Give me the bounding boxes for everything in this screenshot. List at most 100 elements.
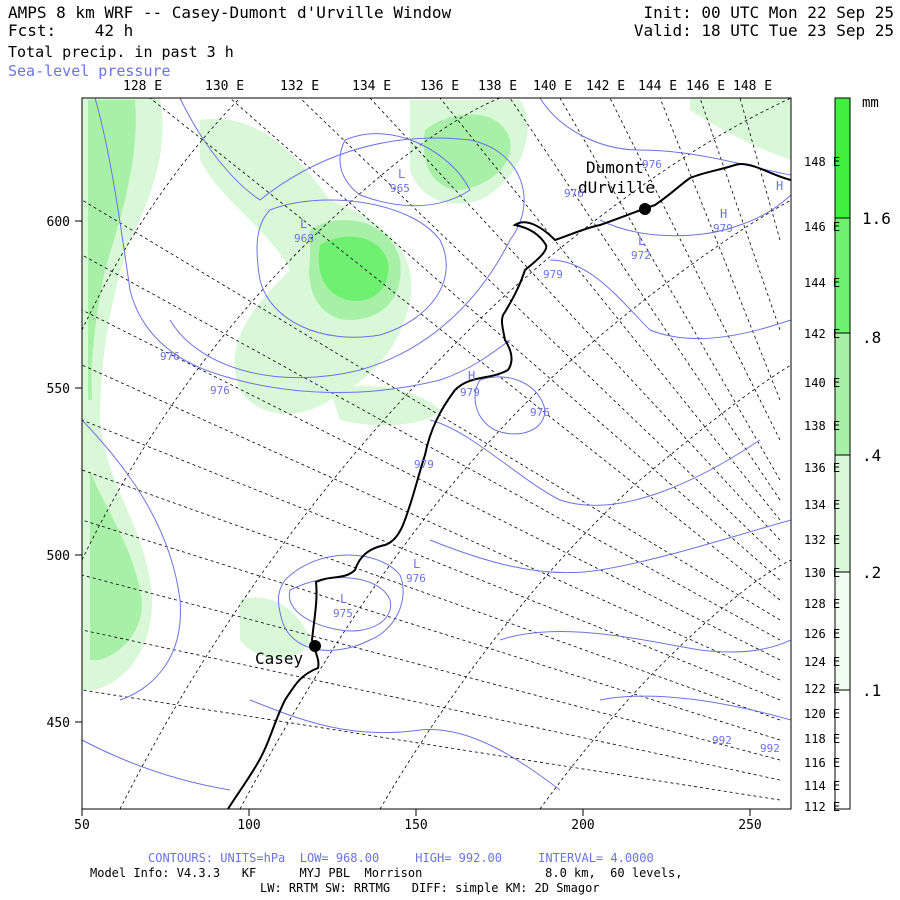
- right-lon-label: 146 E: [804, 220, 840, 234]
- latitude-arc: [82, 98, 501, 561]
- low-marker: L: [340, 592, 347, 606]
- dumont-station-label-2: dUrville: [578, 178, 655, 197]
- low-marker: L: [638, 234, 645, 248]
- top-lon-label: 136 E: [420, 79, 459, 94]
- precip-light-mid: [330, 386, 440, 426]
- latitude-arc: [239, 199, 791, 809]
- init-time: Init: 00 UTC Mon 22 Sep 25: [643, 3, 894, 22]
- high-marker: H: [720, 207, 727, 221]
- colorbar-segment-4: [835, 455, 850, 572]
- forecast-hour: Fcst: 42 h: [8, 22, 133, 40]
- right-lon-label: 144 E: [804, 276, 840, 290]
- colorbar-label: .1: [862, 681, 881, 700]
- slp-value: 976: [530, 406, 550, 419]
- field-precip-label: Total precip. in past 3 h: [8, 43, 234, 61]
- slp-contour-984: [429, 519, 791, 574]
- coastline-path: [227, 163, 791, 809]
- longitude-line: [82, 519, 781, 741]
- model-info: Model Info: V4.3.3 KF MYJ PBL Morrison 8…: [90, 866, 683, 880]
- right-lon-label: 142 E: [804, 327, 840, 341]
- dumont-station-marker: [639, 203, 651, 215]
- y-tick-label: 550: [47, 382, 70, 397]
- slp-value: 979: [414, 458, 434, 471]
- top-lon-label: 138 E: [478, 79, 517, 94]
- right-lon-label: 118 E: [804, 732, 840, 746]
- slp-value: 965: [390, 182, 410, 195]
- right-lon-label: 126 E: [804, 627, 840, 641]
- longitude-line: [659, 98, 781, 401]
- colorbar-label: .2: [862, 563, 881, 582]
- latitude-arc: [539, 559, 791, 809]
- colorbar-segment-5: [835, 572, 850, 690]
- slp-contour-968: [256, 199, 447, 338]
- slp-value: 979: [543, 268, 563, 281]
- x-tick-label: 200: [571, 818, 594, 833]
- slp-value: 976: [564, 187, 584, 200]
- longitude-line: [369, 98, 781, 541]
- forecast-label: Fcst:: [8, 21, 57, 40]
- plot-frame: [81, 97, 792, 810]
- precip-light-casey: [240, 597, 310, 659]
- x-tick-label: 150: [404, 818, 427, 833]
- right-lon-label: 132 E: [804, 533, 840, 547]
- slp-value: 979: [713, 222, 733, 235]
- x-tick-label: 100: [237, 818, 260, 833]
- slp-contour-south: [82, 739, 231, 791]
- slp-contour-coast-ne: [549, 259, 791, 340]
- longitude-line: [82, 364, 781, 681]
- colorbar: [834, 97, 851, 810]
- top-lon-label: 132 E: [280, 79, 319, 94]
- coastline: [227, 163, 791, 809]
- colorbar-label: .8: [862, 328, 881, 347]
- map-title: AMPS 8 km WRF -- Casey-Dumont d'Urville …: [8, 3, 452, 22]
- slp-value: 992: [760, 742, 780, 755]
- precip-heavy-central: [318, 236, 389, 301]
- plot-background: [82, 98, 791, 809]
- right-lon-label: 130 E: [804, 566, 840, 580]
- precip-med-west-lower: [90, 470, 142, 660]
- dumont-station-label-1: Dumont: [586, 158, 644, 177]
- forecast-value: 42 h: [94, 21, 134, 40]
- casey-station-label: Casey: [255, 649, 304, 668]
- right-lon-label: 128 E: [804, 597, 840, 611]
- longitude-line: [82, 199, 781, 621]
- slp-contour-992: [599, 695, 791, 721]
- longitude-line: [609, 98, 781, 441]
- right-lon-label: 148 E: [804, 155, 840, 169]
- top-lon-label: 128 E: [123, 79, 162, 94]
- slp-contour-979-coast: [429, 419, 761, 506]
- low-marker: L: [413, 557, 420, 571]
- top-lon-label: 146 E: [686, 79, 725, 94]
- right-lon-label: 134 E: [804, 498, 840, 512]
- slp-value: 979: [460, 386, 480, 399]
- longitude-line: [699, 98, 781, 331]
- slp-contour-976-west: [94, 98, 511, 393]
- slp-contour-980: [249, 699, 561, 791]
- slp-contour-976-casey: [277, 554, 404, 651]
- right-lon-label: 114 E: [804, 779, 840, 793]
- right-lon-label: 122 E: [804, 682, 840, 696]
- longitude-line: [509, 98, 781, 501]
- y-tick-label: 500: [47, 549, 70, 564]
- colorbar-frame: [834, 97, 851, 810]
- slp-value: 976: [210, 384, 230, 397]
- colorbar-segment-3: [835, 333, 850, 455]
- contour-info: CONTOURS: UNITS=hPa LOW= 968.00 HIGH= 99…: [148, 851, 654, 865]
- graticule: [82, 98, 791, 809]
- longitude-line: [82, 419, 781, 701]
- axis-ticks: [75, 220, 751, 816]
- colorbar-segment-6: [835, 690, 850, 809]
- x-tick-label: 50: [74, 818, 90, 833]
- low-marker: L: [300, 217, 307, 231]
- longitude-line: [559, 98, 781, 481]
- valid-time: Valid: 18 UTC Tue 23 Sep 25: [633, 21, 894, 40]
- right-lon-label: 124 E: [804, 655, 840, 669]
- longitude-line: [439, 98, 781, 521]
- longitude-line: [82, 629, 781, 781]
- casey-station-marker: [309, 640, 321, 652]
- low-marker: L: [398, 167, 405, 181]
- colorbar-label: 1.6: [862, 209, 891, 228]
- high-marker: H: [776, 179, 783, 193]
- y-tick-label: 450: [47, 716, 70, 731]
